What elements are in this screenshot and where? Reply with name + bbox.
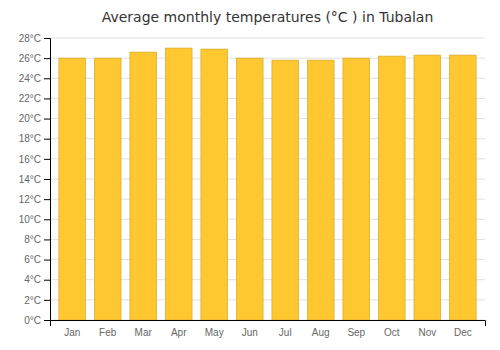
bar xyxy=(236,58,263,320)
tick-mark xyxy=(44,280,50,281)
tick-mark xyxy=(44,300,50,301)
tick-label: 10°C xyxy=(19,214,41,225)
x-tick: May xyxy=(205,327,224,338)
bar xyxy=(272,60,299,320)
bars xyxy=(59,48,476,320)
y-tick: 26°C xyxy=(19,53,50,64)
x-tick: Sep xyxy=(347,327,365,338)
bar xyxy=(307,60,334,320)
bar xyxy=(201,49,228,320)
tick-mark xyxy=(44,38,50,39)
tick-label: Feb xyxy=(99,327,117,338)
tick-label: 18°C xyxy=(19,133,41,144)
tick-label: May xyxy=(205,327,224,338)
x-tick: Jan xyxy=(64,327,80,338)
y-tick: 12°C xyxy=(19,194,50,205)
tick-label: Apr xyxy=(171,327,187,338)
bar xyxy=(414,55,441,320)
y-tick: 0°C xyxy=(24,315,50,326)
tick-label: Jan xyxy=(64,327,80,338)
tick-label: 20°C xyxy=(19,113,41,124)
title: Average monthly temperatures (°C ) in Tu… xyxy=(102,9,434,25)
bar xyxy=(165,48,192,320)
tick-label: Sep xyxy=(347,327,365,338)
tick-label: Oct xyxy=(384,327,400,338)
x-tick: Oct xyxy=(384,327,400,338)
y-tick: 24°C xyxy=(19,73,50,84)
tick-mark xyxy=(44,219,50,220)
y-tick: 14°C xyxy=(19,174,50,185)
y-tick: 2°C xyxy=(24,295,50,306)
bar xyxy=(94,58,121,320)
tick-label: 0°C xyxy=(24,315,41,326)
tick-mark xyxy=(44,199,50,200)
tick-label: 2°C xyxy=(24,295,41,306)
axis-line xyxy=(51,321,486,327)
plot-area: 0°C 2°C 4°C 6°C 8°C 10°C 12°C 14°C 16°C 18°C 20°C 2… xyxy=(19,33,486,338)
y-tick: 22°C xyxy=(19,93,50,104)
tick-label: 22°C xyxy=(19,93,41,104)
tick-label: 14°C xyxy=(19,174,41,185)
grid xyxy=(50,38,485,320)
x-axis: Jan Feb Mar Apr May Jun Jul Aug Sep Oct Nov Dec xyxy=(51,321,486,339)
tick-label: 4°C xyxy=(24,274,41,285)
tick-label: Aug xyxy=(312,327,330,338)
tick-mark xyxy=(44,58,50,59)
bar xyxy=(449,55,476,320)
tick-mark xyxy=(44,239,50,240)
chart: 0°C 2°C 4°C 6°C 8°C 10°C 12°C 14°C 16°C 18°C 20°C 2… xyxy=(0,0,500,350)
tick-label: 6°C xyxy=(24,254,41,265)
x-tick: Feb xyxy=(99,327,117,338)
tick-label: Jun xyxy=(242,327,258,338)
y-tick: 8°C xyxy=(24,234,50,245)
y-tick: 28°C xyxy=(19,33,50,44)
bar xyxy=(130,52,157,320)
tick-label: 8°C xyxy=(24,234,41,245)
tick-label: Nov xyxy=(418,327,436,338)
tick-label: 16°C xyxy=(19,154,41,165)
y-tick: 18°C xyxy=(19,133,50,144)
tick-label: Mar xyxy=(135,327,153,338)
tick-label: 12°C xyxy=(19,194,41,205)
y-tick: 16°C xyxy=(19,154,50,165)
tick-label: 28°C xyxy=(19,33,41,44)
tick-mark xyxy=(44,78,50,79)
tick-mark xyxy=(44,179,50,180)
bar xyxy=(59,58,86,320)
grid-line xyxy=(50,38,485,39)
y-tick: 20°C xyxy=(19,113,50,124)
bar xyxy=(343,58,370,320)
x-tick: Apr xyxy=(171,327,187,338)
tick-mark xyxy=(44,98,50,99)
tick-mark xyxy=(44,119,50,120)
tick-label: Jul xyxy=(279,327,292,338)
bar xyxy=(378,56,405,320)
x-tick: Dec xyxy=(454,327,472,338)
x-tick: Nov xyxy=(418,327,436,338)
x-tick: Jun xyxy=(242,327,258,338)
tick-label: 26°C xyxy=(19,53,41,64)
y-tick: 6°C xyxy=(24,254,50,265)
tick-label: 24°C xyxy=(19,73,41,84)
x-tick: Jul xyxy=(279,327,292,338)
y-tick: 10°C xyxy=(19,214,50,225)
y-axis: 0°C 2°C 4°C 6°C 8°C 10°C 12°C 14°C 16°C 18°C 20°C 2… xyxy=(19,33,51,326)
tick-label: Dec xyxy=(454,327,472,338)
tick-mark xyxy=(44,139,50,140)
axis-line xyxy=(44,39,51,321)
tick-mark xyxy=(44,159,50,160)
x-tick: Mar xyxy=(135,327,153,338)
tick-mark xyxy=(44,320,50,321)
tick-mark xyxy=(44,260,50,261)
x-tick: Aug xyxy=(312,327,330,338)
y-tick: 4°C xyxy=(24,274,50,285)
